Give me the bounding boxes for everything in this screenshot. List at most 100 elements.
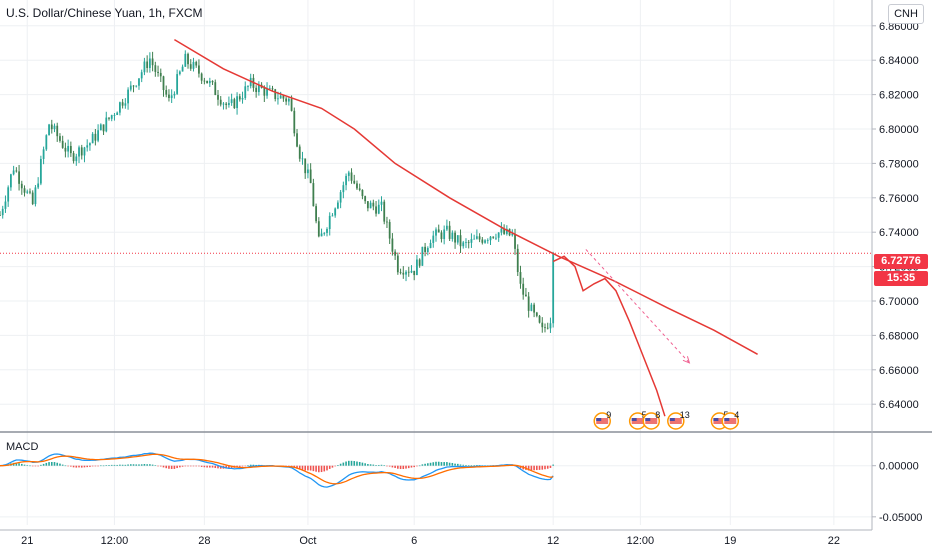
candle-body	[317, 221, 320, 237]
macd-histogram-bar	[64, 465, 67, 467]
signal-line	[0, 453, 554, 485]
event-count-label: 13	[680, 410, 690, 420]
candle-body	[495, 237, 497, 239]
macd-histogram-bar	[108, 465, 110, 466]
macd-histogram-bar	[86, 465, 88, 468]
macd-histogram-bar	[247, 465, 249, 466]
x-tick-label: 12:00	[101, 535, 129, 547]
candle-body	[10, 174, 12, 188]
candle-body	[208, 80, 211, 84]
macd-y-tick-label: 0.00000	[879, 461, 919, 473]
macd-histogram-bar	[358, 461, 361, 466]
macd-histogram-bar	[394, 465, 396, 468]
candle-body	[225, 103, 228, 106]
y-tick-label: 6.66000	[879, 365, 919, 377]
x-tick-label: 12:00	[627, 535, 655, 547]
candle-body	[307, 169, 309, 174]
macd-histogram-bar	[255, 464, 257, 466]
macd-histogram-bar	[252, 464, 255, 466]
event-flag-stripes	[631, 418, 644, 424]
candle-body	[546, 327, 549, 329]
candle-body	[113, 115, 116, 116]
projection-path[interactable]	[552, 255, 666, 417]
macd-label: MACD	[6, 441, 39, 453]
macd-histogram-bar	[318, 465, 320, 473]
macd-histogram-bar	[386, 465, 388, 467]
candle-body	[4, 201, 7, 209]
candle-body	[301, 158, 304, 160]
price-pane[interactable]: 9581354	[0, 38, 872, 430]
candle-body	[304, 158, 307, 174]
candle-body	[263, 87, 266, 96]
candle-body	[399, 272, 402, 274]
candle-body	[26, 191, 29, 193]
macd-histogram-bar	[405, 465, 407, 469]
projection-arrow-line[interactable]	[585, 249, 690, 364]
macd-histogram-bar	[538, 465, 541, 470]
candle-body	[53, 125, 56, 130]
macd-histogram-bar	[361, 462, 364, 466]
macd-histogram-bar	[421, 464, 424, 466]
candle-body	[489, 236, 492, 241]
candle-body	[503, 228, 506, 234]
candle-body	[448, 225, 451, 239]
candle-body	[236, 96, 238, 109]
macd-histogram-bar	[465, 464, 467, 466]
candle-body	[407, 271, 410, 273]
macd-histogram-bar	[138, 464, 140, 466]
macd-histogram-bar	[388, 465, 391, 467]
macd-histogram-bar	[102, 465, 105, 467]
candle-body	[143, 61, 146, 73]
candle-body	[350, 172, 353, 181]
candle-body	[18, 171, 20, 184]
macd-histogram-bar	[219, 465, 222, 469]
candle-body	[342, 185, 345, 193]
candle-body	[298, 146, 301, 159]
candle-body	[219, 99, 222, 105]
macd-histogram-bar	[399, 465, 402, 470]
macd-histogram-bar	[402, 465, 405, 469]
macd-histogram-bar	[312, 465, 315, 472]
macd-histogram-bar	[23, 464, 26, 466]
macd-histogram-bar	[53, 462, 56, 466]
candle-body	[61, 140, 64, 148]
macd-pane[interactable]	[0, 452, 554, 488]
candle-body	[244, 86, 247, 98]
macd-histogram-bar	[239, 465, 241, 467]
macd-histogram-bar	[18, 463, 20, 466]
macd-histogram-bar	[549, 465, 552, 468]
candle-body	[443, 229, 446, 240]
candle-body	[45, 135, 48, 150]
macd-histogram-bar	[198, 465, 200, 467]
candle-body	[257, 84, 260, 93]
macd-histogram-bar	[437, 461, 440, 466]
candle-body	[50, 124, 53, 130]
macd-histogram-bar	[470, 465, 473, 466]
macd-histogram-bar	[424, 463, 426, 466]
macd-histogram-bar	[176, 465, 178, 469]
macd-histogram-bar	[173, 465, 176, 469]
trend-curve[interactable]	[174, 38, 758, 355]
candle-body	[418, 259, 421, 266]
candle-body	[380, 201, 383, 205]
candle-body	[331, 215, 334, 217]
macd-histogram-bar	[427, 463, 429, 466]
candle-body	[347, 172, 350, 176]
candle-body	[282, 95, 285, 99]
macd-histogram-bar	[467, 465, 470, 466]
macd-histogram-bar	[541, 465, 544, 470]
event-count-label: 9	[606, 410, 611, 420]
currency-selector[interactable]: CNH	[888, 4, 924, 24]
macd-histogram-bar	[552, 464, 554, 466]
macd-histogram-bar	[214, 465, 217, 469]
macd-histogram-bar	[364, 463, 366, 466]
candle-body	[0, 215, 1, 216]
macd-histogram-bar	[377, 464, 380, 466]
event-count-label: 8	[655, 410, 660, 420]
macd-histogram-bar	[189, 465, 192, 467]
macd-histogram-bar	[331, 465, 334, 468]
event-flag-stripes	[724, 418, 737, 424]
x-tick-label: 6	[411, 535, 417, 547]
candle-body	[416, 259, 418, 276]
